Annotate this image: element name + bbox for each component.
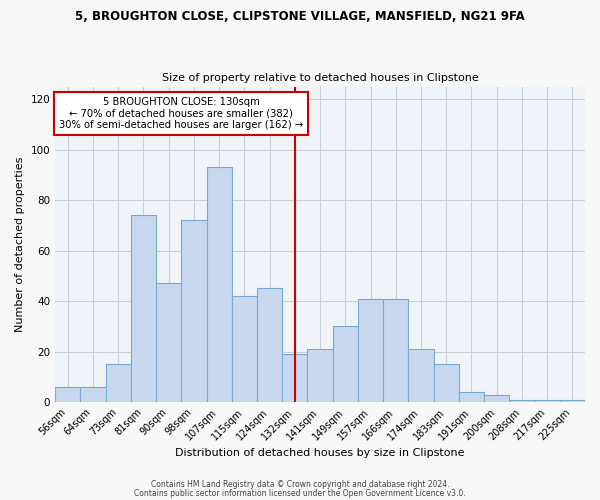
Bar xyxy=(55,387,80,402)
Bar xyxy=(332,326,358,402)
Bar xyxy=(358,298,383,402)
Text: Contains public sector information licensed under the Open Government Licence v3: Contains public sector information licen… xyxy=(134,488,466,498)
Y-axis label: Number of detached properties: Number of detached properties xyxy=(15,156,25,332)
Bar xyxy=(307,349,332,402)
Text: Contains HM Land Registry data © Crown copyright and database right 2024.: Contains HM Land Registry data © Crown c… xyxy=(151,480,449,489)
Bar xyxy=(459,392,484,402)
Bar xyxy=(181,220,206,402)
Bar xyxy=(131,216,156,402)
Bar xyxy=(282,354,307,402)
Title: Size of property relative to detached houses in Clipstone: Size of property relative to detached ho… xyxy=(162,73,478,83)
Bar xyxy=(484,394,509,402)
Bar xyxy=(383,298,409,402)
Bar xyxy=(509,400,535,402)
Bar xyxy=(206,168,232,402)
X-axis label: Distribution of detached houses by size in Clipstone: Distribution of detached houses by size … xyxy=(175,448,465,458)
Text: 5 BROUGHTON CLOSE: 130sqm
← 70% of detached houses are smaller (382)
30% of semi: 5 BROUGHTON CLOSE: 130sqm ← 70% of detac… xyxy=(59,96,304,130)
Bar xyxy=(232,296,257,402)
Bar xyxy=(257,288,282,402)
Bar xyxy=(80,387,106,402)
Text: 5, BROUGHTON CLOSE, CLIPSTONE VILLAGE, MANSFIELD, NG21 9FA: 5, BROUGHTON CLOSE, CLIPSTONE VILLAGE, M… xyxy=(75,10,525,23)
Bar xyxy=(409,349,434,402)
Bar xyxy=(560,400,585,402)
Bar xyxy=(434,364,459,402)
Bar xyxy=(156,284,181,402)
Bar xyxy=(106,364,131,402)
Bar xyxy=(535,400,560,402)
